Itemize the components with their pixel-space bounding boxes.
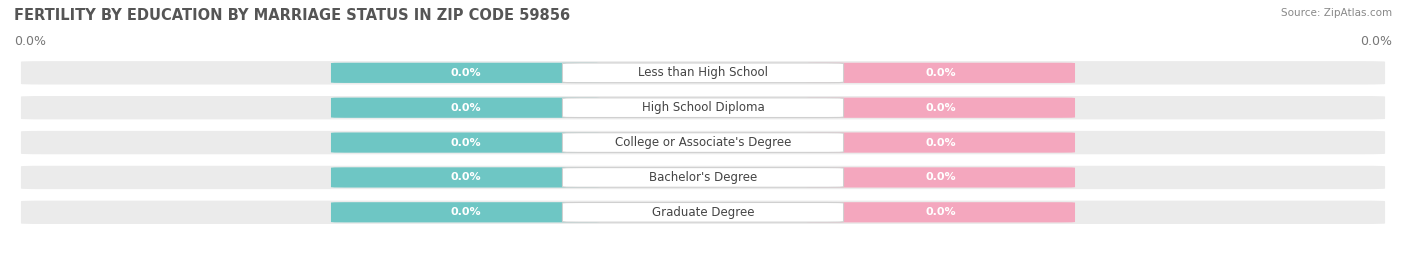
FancyBboxPatch shape [562, 168, 844, 187]
Text: 0.0%: 0.0% [925, 172, 956, 182]
Text: Bachelor's Degree: Bachelor's Degree [650, 171, 756, 184]
Text: 0.0%: 0.0% [925, 137, 956, 148]
Text: 0.0%: 0.0% [450, 172, 481, 182]
Text: 0.0%: 0.0% [450, 207, 481, 217]
FancyBboxPatch shape [330, 63, 599, 83]
Text: Less than High School: Less than High School [638, 66, 768, 79]
FancyBboxPatch shape [806, 202, 1076, 222]
FancyBboxPatch shape [806, 132, 1076, 153]
Text: High School Diploma: High School Diploma [641, 101, 765, 114]
Text: 0.0%: 0.0% [925, 103, 956, 113]
FancyBboxPatch shape [806, 98, 1076, 118]
Text: 0.0%: 0.0% [1360, 36, 1392, 48]
Text: 0.0%: 0.0% [925, 68, 956, 78]
FancyBboxPatch shape [21, 201, 1385, 224]
FancyBboxPatch shape [21, 96, 1385, 119]
FancyBboxPatch shape [806, 63, 1076, 83]
FancyBboxPatch shape [806, 167, 1076, 187]
FancyBboxPatch shape [330, 167, 599, 187]
FancyBboxPatch shape [330, 98, 599, 118]
Text: 0.0%: 0.0% [925, 207, 956, 217]
FancyBboxPatch shape [21, 61, 1385, 84]
FancyBboxPatch shape [330, 202, 599, 222]
FancyBboxPatch shape [562, 63, 844, 83]
FancyBboxPatch shape [562, 133, 844, 153]
Text: Source: ZipAtlas.com: Source: ZipAtlas.com [1281, 8, 1392, 18]
Text: 0.0%: 0.0% [450, 68, 481, 78]
Text: Graduate Degree: Graduate Degree [652, 206, 754, 219]
FancyBboxPatch shape [562, 98, 844, 118]
Text: FERTILITY BY EDUCATION BY MARRIAGE STATUS IN ZIP CODE 59856: FERTILITY BY EDUCATION BY MARRIAGE STATU… [14, 8, 571, 23]
FancyBboxPatch shape [21, 131, 1385, 154]
Legend: Married, Unmarried: Married, Unmarried [614, 268, 792, 269]
FancyBboxPatch shape [562, 203, 844, 222]
FancyBboxPatch shape [330, 132, 599, 153]
FancyBboxPatch shape [21, 166, 1385, 189]
Text: 0.0%: 0.0% [14, 36, 46, 48]
Text: 0.0%: 0.0% [450, 103, 481, 113]
Text: College or Associate's Degree: College or Associate's Degree [614, 136, 792, 149]
Text: 0.0%: 0.0% [450, 137, 481, 148]
